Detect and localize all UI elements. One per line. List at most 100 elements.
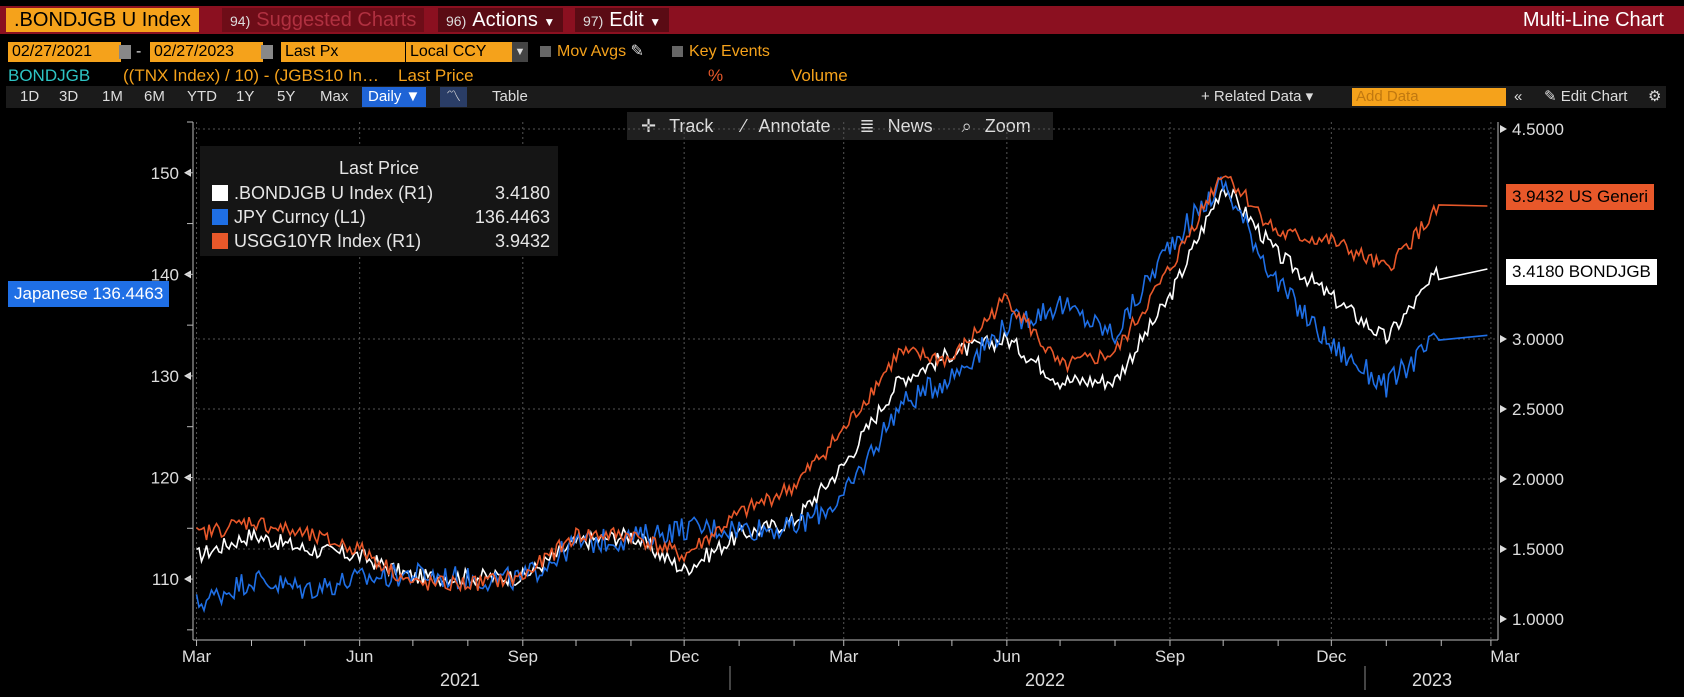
y-left-tick-label: 120 — [151, 468, 179, 487]
x-tick-label: Jun — [346, 647, 373, 666]
date-separator: - — [136, 43, 142, 60]
left-value-tag: Japanese 136.4463 — [8, 281, 170, 307]
legend-swatch — [212, 233, 228, 249]
frequency-select[interactable]: Daily ▼ — [362, 87, 427, 107]
y-right-tick-label: 1.5000 — [1512, 540, 1564, 559]
series-line-bondjgb-u-index[interactable] — [196, 185, 1488, 588]
currency-select[interactable]: Local CCY — [406, 42, 516, 62]
info-pct: % — [708, 66, 724, 85]
orange-value-tag: 3.9432 US Generi — [1506, 184, 1655, 210]
news-button[interactable]: ≣ News — [859, 116, 933, 136]
year-label: 2021 — [440, 670, 480, 690]
tick-mark — [1500, 475, 1507, 483]
y-right-tick-label: 3.0000 — [1512, 330, 1564, 349]
pencil-icon[interactable]: ✎ — [630, 43, 644, 60]
period-1y[interactable]: 1Y — [236, 88, 255, 105]
annotate-label: Annotate — [758, 116, 831, 136]
series-line-jpy-curncy[interactable] — [195, 175, 1488, 614]
edit-num: 97) — [583, 13, 604, 29]
actions-menu-button[interactable]: 96) Actions ▼ — [438, 8, 564, 32]
key-events-label: Key Events — [689, 43, 770, 60]
period-3d[interactable]: 3D — [59, 88, 79, 105]
legend-title: Last Price — [338, 158, 420, 178]
track-label: Track — [669, 116, 714, 136]
period-5y[interactable]: 5Y — [277, 88, 296, 105]
x-tick-label: Dec — [1316, 647, 1347, 666]
legend-name: .BONDJGB U Index — [234, 183, 394, 203]
legend-value: 3.4180 — [494, 183, 550, 203]
period-6m[interactable]: 6M — [144, 88, 165, 105]
zoom-button[interactable]: ⌕ Zoom — [961, 116, 1031, 136]
field-select[interactable]: Last Px — [281, 42, 405, 62]
tick-mark — [1500, 335, 1507, 343]
chart-toolbar: ✛ Track ⁄ Annotate ≣ News ⌕ Zoom — [627, 112, 1053, 140]
gear-icon[interactable]: ⚙ — [1648, 88, 1662, 105]
x-tick-label: Mar — [829, 647, 859, 666]
key-events-toggle[interactable]: Key Events — [672, 42, 770, 62]
legend-swatch — [212, 209, 228, 225]
tick-mark — [1500, 615, 1507, 623]
legend-entry[interactable]: .BONDJGB U Index (R1) 3.4180 — [212, 182, 550, 204]
start-date-field[interactable]: 02/27/2021 — [8, 42, 121, 62]
x-tick-label: Dec — [669, 647, 700, 666]
legend-name: USGG10YR Index — [234, 231, 382, 251]
pencil-icon: ✎ — [1544, 88, 1557, 105]
mov-avgs-toggle[interactable]: Mov Avgs ✎ — [540, 42, 644, 62]
tick-mark — [1500, 125, 1507, 133]
suggested-num: 94) — [230, 13, 251, 29]
tick-mark — [1500, 405, 1507, 413]
year-label: 2022 — [1025, 670, 1065, 690]
legend-entry[interactable]: USGG10YR Index (R1) 3.9432 — [212, 230, 550, 252]
period-ytd[interactable]: YTD — [187, 88, 217, 105]
period-max[interactable]: Max — [320, 88, 349, 105]
x-tick-label: Mar — [182, 647, 212, 666]
suggested-label: Suggested Charts — [256, 9, 417, 31]
x-tick-label: Sep — [508, 647, 538, 666]
legend-entry[interactable]: JPY Curncy (L1) 136.4463 — [212, 206, 550, 228]
legend-axis: (L1) — [333, 207, 366, 227]
edit-menu-button[interactable]: 97) Edit ▼ — [575, 8, 670, 32]
mov-avgs-label: Mov Avgs — [557, 43, 627, 60]
caret-down-icon[interactable]: ▼ — [512, 42, 528, 62]
caret-down-icon: ▼ — [649, 15, 662, 29]
actions-num: 96) — [446, 13, 467, 29]
checkbox-icon[interactable] — [672, 46, 683, 58]
collapse-icon[interactable]: « — [1514, 88, 1523, 105]
period-1d[interactable]: 1D — [20, 88, 40, 105]
security-ticker-field[interactable]: .BONDJGB U Index — [6, 8, 199, 32]
y-left-tick-label: 130 — [151, 367, 179, 386]
legend-axis: (R1) — [398, 183, 434, 203]
calendar-icon[interactable] — [119, 45, 131, 59]
legend-swatch — [212, 185, 228, 201]
series-line-usgg10yr-index[interactable] — [195, 175, 1488, 593]
info-formula: ((TNX Index) / 10) - (JGBS10 In… — [123, 66, 380, 85]
y-left-tick-label: 110 — [152, 570, 179, 589]
y-right-tick-label: 2.5000 — [1512, 400, 1564, 419]
y-right-tick-label: 4.5000 — [1512, 120, 1564, 139]
info-ticker: BONDJGB — [8, 66, 91, 85]
track-button[interactable]: ✛ Track — [641, 116, 714, 136]
news-label: News — [887, 116, 933, 136]
line-chart-icon[interactable]: 〽 — [440, 87, 468, 107]
table-button[interactable]: Table — [492, 88, 528, 105]
chart-type-title: Multi-Line Chart — [1522, 9, 1664, 31]
edit-chart-button[interactable]: ✎ Edit Chart — [1538, 87, 1633, 107]
chart-legend — [200, 146, 558, 256]
legend-value: 136.4463 — [474, 207, 550, 227]
end-date-field[interactable]: 02/27/2023 — [150, 42, 263, 62]
caret-down-icon: ▼ — [543, 15, 556, 29]
legend-name: JPY Curncy — [234, 207, 329, 227]
legend-value: 3.9432 — [494, 231, 550, 251]
calendar-icon[interactable] — [261, 45, 273, 59]
year-label: 2023 — [1412, 670, 1452, 690]
add-data-input[interactable]: Add Data — [1352, 88, 1506, 106]
actions-label: Actions — [472, 9, 538, 31]
annotate-button[interactable]: ⁄ Annotate — [742, 116, 831, 136]
period-1m[interactable]: 1M — [102, 88, 123, 105]
related-data-button[interactable]: + Related Data ▾ — [1201, 88, 1314, 105]
suggested-charts-button[interactable]: 94) Suggested Charts — [222, 8, 425, 32]
edit-chart-label: Edit Chart — [1560, 88, 1628, 105]
y-right-tick-label: 2.0000 — [1512, 470, 1564, 489]
checkbox-icon[interactable] — [540, 46, 551, 58]
